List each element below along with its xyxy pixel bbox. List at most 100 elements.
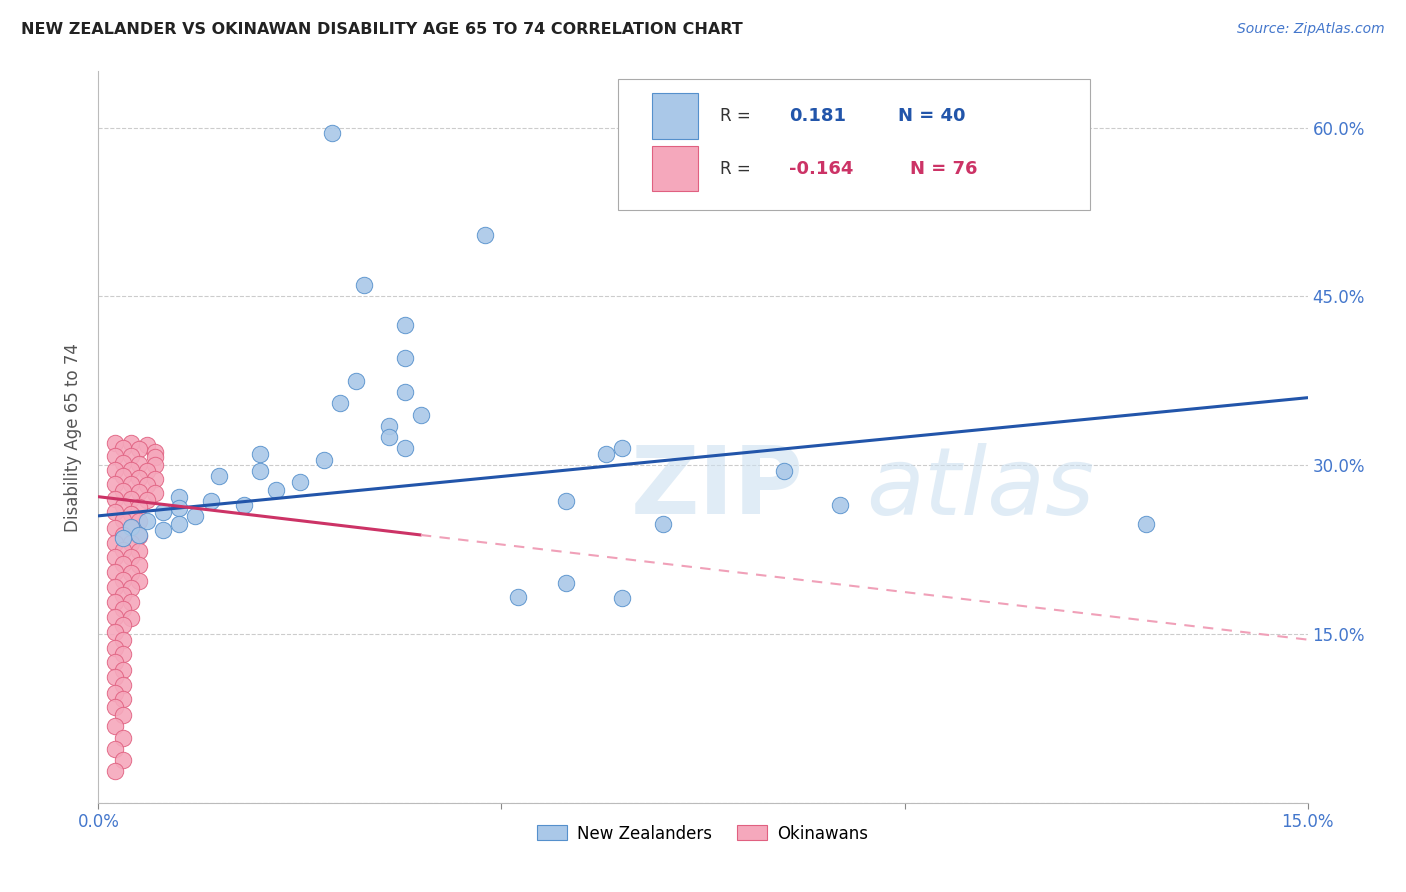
Point (111, 647, 134, 661)
Y-axis label: Disability Age 65 to 74: Disability Age 65 to 74 (65, 343, 83, 532)
Legend: New Zealanders, Okinawans: New Zealanders, Okinawans (531, 818, 875, 849)
Point (111, 632, 134, 647)
Point (128, 558, 150, 573)
Point (103, 477, 125, 491)
Point (394, 442, 416, 456)
Point (128, 515, 150, 529)
Point (249, 464, 271, 478)
Text: Source: ZipAtlas.com: Source: ZipAtlas.com (1237, 22, 1385, 37)
Point (120, 550, 142, 565)
Point (135, 515, 157, 529)
Point (208, 469, 231, 483)
Point (103, 550, 125, 565)
Point (167, 516, 190, 531)
Point (409, 408, 432, 422)
Bar (652, 94, 699, 138)
Text: NEW ZEALANDER VS OKINAWAN DISABILITY AGE 65 TO 74 CORRELATION CHART: NEW ZEALANDER VS OKINAWAN DISABILITY AGE… (21, 22, 742, 37)
Point (103, 640, 125, 655)
Point (103, 655, 125, 669)
Point (103, 700, 125, 714)
Point (184, 508, 207, 523)
Point (135, 438, 157, 452)
Text: -0.164: -0.164 (789, 160, 853, 178)
Point (103, 595, 125, 609)
Point (103, 463, 125, 477)
Point (394, 318, 416, 332)
Text: ZIP: ZIP (630, 442, 803, 534)
Point (506, 590, 529, 604)
Point (232, 498, 254, 512)
Point (111, 528, 134, 542)
Point (772, 464, 794, 478)
Point (555, 494, 578, 508)
Point (111, 692, 134, 706)
Point (111, 532, 134, 546)
Point (103, 624, 125, 639)
Point (103, 741, 125, 756)
Point (103, 506, 125, 520)
Point (394, 351, 416, 366)
Point (200, 494, 222, 508)
Point (474, 227, 496, 242)
Point (128, 543, 150, 558)
Point (329, 396, 352, 410)
Point (103, 491, 125, 506)
Point (828, 498, 851, 512)
Point (555, 576, 578, 591)
Point (111, 588, 134, 602)
Point (103, 435, 125, 450)
FancyBboxPatch shape (619, 78, 1090, 211)
Point (103, 521, 125, 535)
Text: R =: R = (720, 160, 756, 178)
Point (120, 507, 142, 521)
Point (1135, 516, 1157, 531)
Point (111, 542, 134, 557)
Point (103, 670, 125, 684)
Point (167, 500, 190, 515)
Point (143, 472, 166, 486)
Point (120, 581, 142, 595)
Text: N = 76: N = 76 (910, 160, 977, 178)
Point (143, 444, 166, 458)
Point (264, 483, 287, 497)
Point (120, 520, 142, 534)
Point (595, 447, 617, 461)
Point (111, 708, 134, 723)
Point (377, 418, 399, 433)
Point (120, 491, 142, 506)
Text: R =: R = (720, 107, 756, 125)
Point (143, 458, 166, 473)
Point (612, 442, 634, 456)
Point (128, 574, 150, 588)
Point (135, 493, 157, 508)
Point (111, 602, 134, 616)
Point (321, 126, 343, 140)
Point (103, 565, 125, 579)
Point (111, 558, 134, 572)
Point (128, 442, 150, 457)
Point (128, 529, 150, 543)
Point (143, 486, 166, 500)
Point (135, 478, 157, 492)
Point (120, 449, 142, 463)
Point (128, 485, 150, 500)
Point (314, 452, 336, 467)
Point (152, 506, 174, 520)
Point (103, 580, 125, 594)
Point (143, 450, 166, 465)
Point (128, 470, 150, 484)
Point (120, 435, 142, 450)
Point (128, 528, 150, 542)
Text: atlas: atlas (866, 442, 1094, 533)
Point (288, 475, 311, 489)
Point (249, 447, 271, 461)
Point (128, 457, 150, 471)
Point (120, 521, 142, 535)
Point (111, 573, 134, 587)
Point (111, 513, 134, 527)
Point (394, 385, 416, 400)
Point (120, 566, 142, 581)
Point (111, 663, 134, 677)
Point (353, 278, 375, 293)
Point (120, 595, 142, 609)
